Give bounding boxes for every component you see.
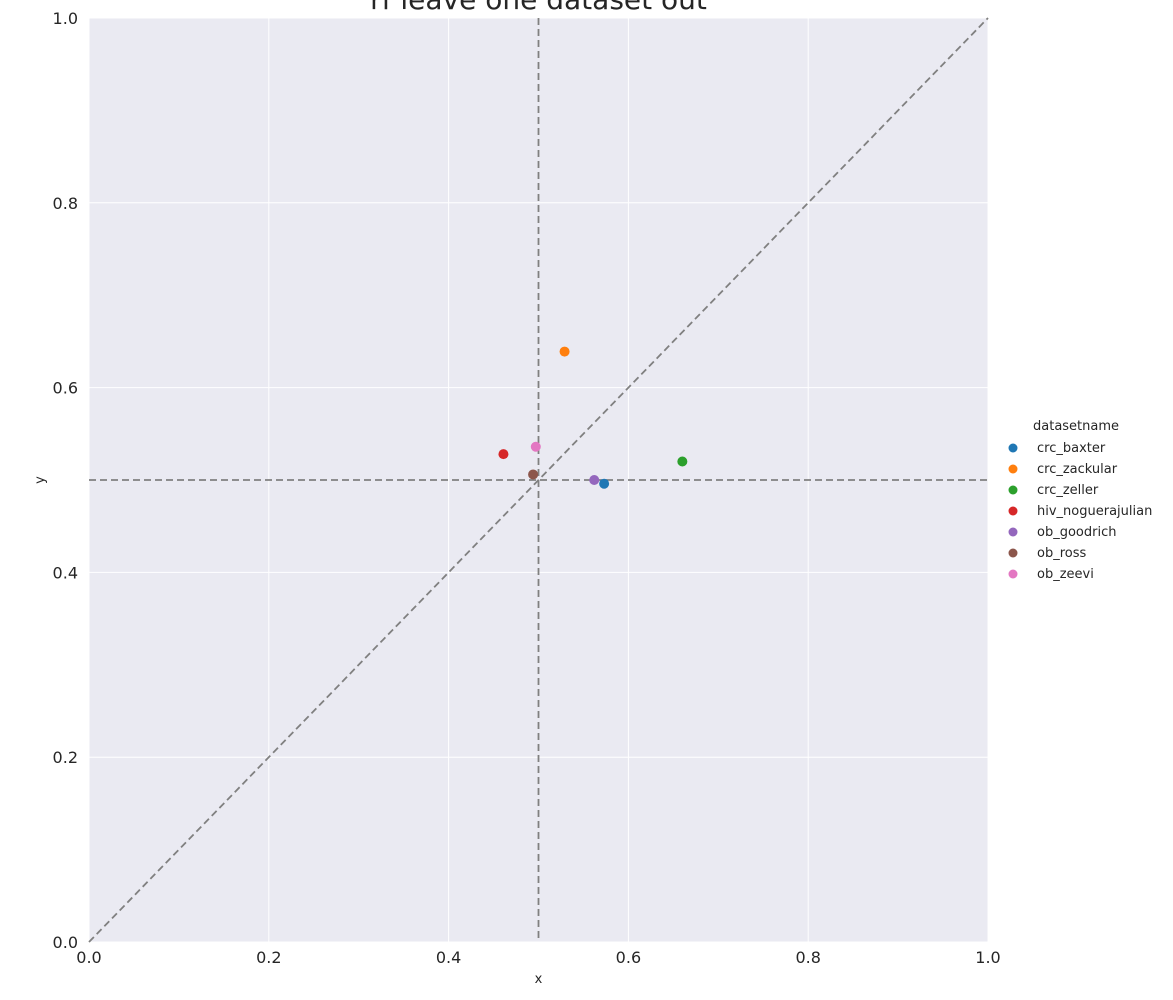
- legend-marker: [1008, 443, 1018, 453]
- legend-label: ob_zeevi: [1037, 567, 1094, 582]
- data-point-hiv_noguerajulian: [498, 449, 509, 460]
- legend-marker: [1008, 464, 1018, 474]
- x-tick-label: 0.2: [256, 948, 281, 967]
- data-point-crc_zeller: [677, 456, 688, 467]
- y-tick-label: 0.2: [53, 748, 78, 767]
- legend-marker: [1008, 548, 1018, 558]
- x-tick-label: 1.0: [975, 948, 1000, 967]
- legend-title: datasetname: [1033, 419, 1119, 434]
- legend-marker: [1008, 485, 1018, 495]
- plot-area: 0.0 0.2 0.4 0.6 0.8 1.0 0.0 0.2 0.4 0.6 0.8 1.0: [53, 9, 1001, 967]
- y-tick-label: 0.4: [53, 563, 78, 582]
- x-axis-label: x: [535, 972, 543, 987]
- y-axis-label: y: [33, 476, 48, 484]
- chart-title: rf leave one dataset out: [370, 0, 707, 16]
- x-tick-label: 0.0: [76, 948, 101, 967]
- y-tick-label: 0.0: [53, 933, 78, 952]
- x-tick-label: 0.6: [616, 948, 641, 967]
- legend-label: crc_zackular: [1037, 462, 1118, 477]
- data-point-crc_zackular: [559, 346, 570, 357]
- y-tick-label: 0.6: [53, 379, 78, 398]
- legend-label: crc_zeller: [1037, 483, 1099, 498]
- legend-marker: [1008, 569, 1018, 579]
- legend-label: ob_ross: [1037, 546, 1086, 561]
- data-point-ob_ross: [528, 469, 539, 480]
- data-point-ob_goodrich: [589, 475, 600, 485]
- y-tick-label: 1.0: [53, 9, 78, 28]
- data-point-crc_baxter: [599, 478, 610, 489]
- data-point-ob_zeevi: [530, 441, 541, 452]
- legend-marker: [1008, 506, 1018, 516]
- legend-marker: [1008, 527, 1018, 537]
- x-tick-label: 0.8: [795, 948, 820, 967]
- legend: datasetname crc_baxter crc_zackular crc_ze…: [1008, 419, 1152, 582]
- legend-label: hiv_noguerajulian: [1037, 504, 1152, 519]
- legend-label: crc_baxter: [1037, 441, 1106, 456]
- legend-label: ob_goodrich: [1037, 525, 1116, 540]
- y-tick-label: 0.8: [53, 194, 78, 213]
- x-tick-label: 0.4: [436, 948, 461, 967]
